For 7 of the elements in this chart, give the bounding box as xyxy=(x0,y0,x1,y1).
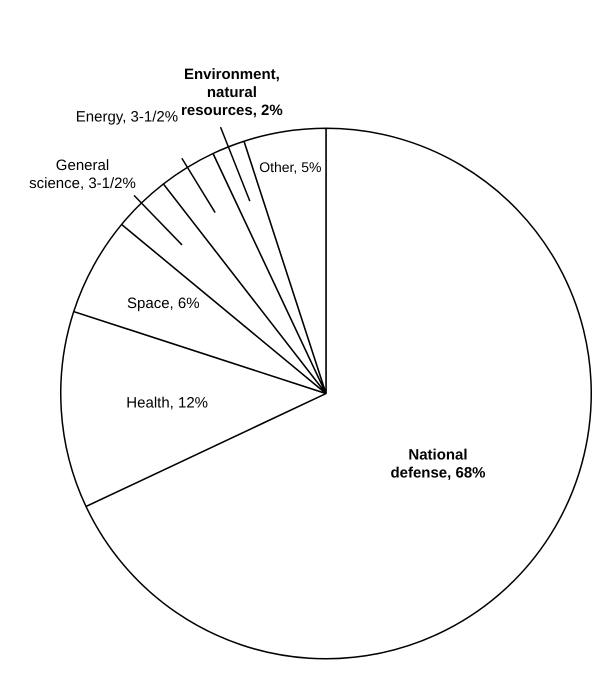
slice-label: Health, 12% xyxy=(126,394,208,412)
slice-label: Space, 6% xyxy=(127,295,200,312)
slice-label: National defense, 68% xyxy=(390,446,486,482)
slice-label: Environment, natural resources, 2% xyxy=(181,66,283,119)
slice-label: General science, 3-1/2% xyxy=(29,157,136,192)
slice-label: Other, 5% xyxy=(259,159,322,176)
slice-label: Energy, 3-1/2% xyxy=(76,108,178,126)
